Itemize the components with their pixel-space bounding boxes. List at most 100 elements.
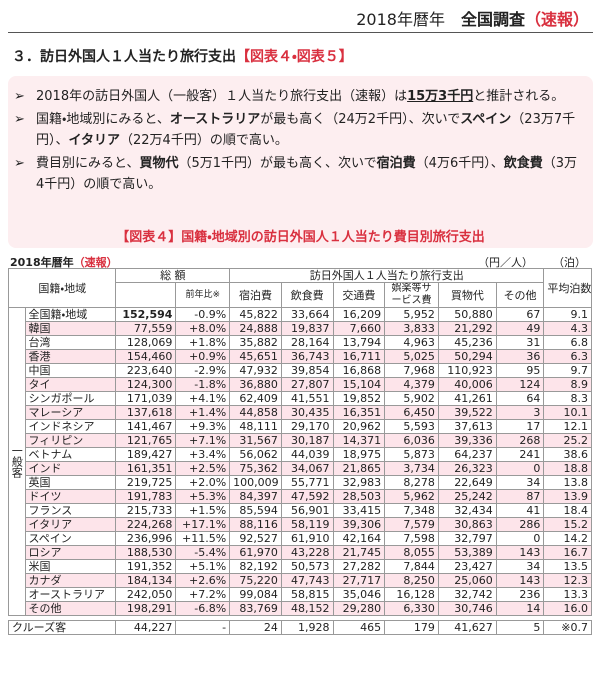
table-cell: 215,733 [115,503,177,518]
table-cell: 100,009 [229,475,282,490]
header-cell: 宿泊費 [229,282,282,308]
table-cell: +17.1% [175,517,231,532]
table-cell: 18.4 [543,503,592,518]
table-cell: ドイツ [24,489,117,504]
table-cell: 16,209 [332,307,386,322]
table-cell: 8,250 [384,573,439,588]
table-cell: 13.8 [543,475,592,490]
table-cell: 4,963 [384,335,439,350]
table-cell: マレーシア [24,405,117,420]
table-cell: 4.3 [543,321,592,336]
table-cell: 224,268 [115,517,177,532]
table-cell: 19,837 [280,321,334,336]
section-ref: 【図表４・図表５】 [236,49,353,65]
table-cell: 1,928 [280,620,334,635]
table-row: 台湾 128,069 +1.8% 35,882 28,164 13,794 4,963 45,… [9,335,592,350]
table-cell: +8.0% [175,321,231,336]
table-cell: +5.3% [175,489,231,504]
table-cell: 56,062 [229,447,282,462]
table-cell: ベトナム [24,447,117,462]
table-row: ベトナム 189,427 +3.4% 56,062 44,039 18,975 5,873 6… [9,447,592,462]
table-cell: 75,220 [229,573,282,588]
table-cell: 188,530 [115,545,177,560]
table-cell: 32,983 [332,475,386,490]
table-cell: 61,910 [280,531,334,546]
table-cell: 33,664 [280,307,334,322]
table-cell: 7,968 [384,363,439,378]
table-cell: 465 [332,620,386,635]
text: （23万7千円）、 [36,112,576,148]
text: イタリア [68,133,120,148]
table-cell: 25.2 [543,433,592,448]
table-cell: 9.1 [543,307,592,322]
table-cell: 44,858 [229,405,282,420]
text: 宿泊費 [376,156,416,171]
side-label: 一般客 [8,307,26,616]
unit: （円／人） [478,256,533,269]
table-cell: 21,865 [332,461,386,476]
section-title-text: ３．訪日外国人１人当たり旅行支出 [12,49,236,65]
table-cell: 15,104 [332,377,386,392]
table-cell: 50,573 [280,559,334,574]
table-row: マレーシア 137,618 +1.4% 44,858 30,435 16,351 6,450… [9,405,592,420]
table-row: 香港 154,460 +0.9% 45,651 36,743 16,711 5,025 50,… [9,349,592,364]
table-cell: 28,503 [332,489,386,504]
table-cell: +1.5% [175,503,231,518]
text: （22万4千円）の順で高い。 [120,133,288,148]
table-row: ドイツ 191,783 +5.3% 84,397 47,592 28,503 5,962 25… [9,489,592,504]
table-cell: 40,006 [437,377,497,392]
table-cell: 56,901 [280,503,334,518]
table-cell: 5 [495,620,545,635]
table-cell: 26,323 [437,461,497,476]
table-cell: 124 [495,377,545,392]
header-cell [115,282,177,308]
bullet: 費目別にみると、買物代（5万1千円）が最も高く、次いで宿泊費（4万6千円）、飲食… [14,153,584,195]
table-cell: 88,116 [229,517,282,532]
table-cell: シンガポール [24,391,117,406]
table-title: 【図表４】国籍・地域別の訪日外国人１人当たり費目別旅行支出 [116,230,485,245]
table-cell: 161,351 [115,461,177,476]
table-cell: 6,450 [384,405,439,420]
table-cell: 50,880 [437,307,497,322]
table-cell: 41 [495,503,545,518]
table-cell: 64 [495,391,545,406]
header-period: 2018年暦年 [356,10,445,29]
table-cell: 29,280 [332,601,386,616]
table-cell: 7,348 [384,503,439,518]
table-cell: 7,598 [384,531,439,546]
table-cell: 67 [495,307,545,322]
table-cell: 143 [495,573,545,588]
bullet: 2018年の訪日外国人（一般客）１人当たり旅行支出（速報）は15万3千円と推計さ… [14,86,584,107]
table-cell: 45,651 [229,349,282,364]
table-cell: 30,435 [280,405,334,420]
table-cell: インド [24,461,117,476]
table-cell: 141,467 [115,419,177,434]
table-cell: 25,242 [437,489,497,504]
table-cell: 242,050 [115,587,177,602]
table-cell: 18.8 [543,461,592,476]
text: オーストラリア [169,112,261,127]
table-cell: - [175,620,231,635]
table-row: インド 161,351 +2.5% 75,362 34,067 21,865 3,734 26… [9,461,592,476]
table-cell: 30,746 [437,601,497,616]
table-cell: +1.4% [175,405,231,420]
table-cell: 5,593 [384,419,439,434]
table-cell: 27,717 [332,573,386,588]
table-cell: +11.5% [175,531,231,546]
text: 費目別にみると、 [36,156,140,171]
table-row: 英国 219,725 +2.0% 100,009 55,771 32,983 8,278 22… [9,475,592,490]
table-cell: 84,397 [229,489,282,504]
table-cell: +2.0% [175,475,231,490]
table-cell: 41,261 [437,391,497,406]
table-cell: 223,640 [115,363,177,378]
table-cell: 0 [495,531,545,546]
table-cell: 4,379 [384,377,439,392]
table-cell: 236,996 [115,531,177,546]
table-row: スペイン 236,996 +11.5% 92,527 61,910 42,164 7,598… [9,531,592,546]
table-row: 中国 223,640 -2.9% 47,932 39,854 16,868 7,968 110… [9,363,592,378]
table-cell: 171,039 [115,391,177,406]
table-cell: 39,522 [437,405,497,420]
header-rule [8,32,593,33]
section-title: ３．訪日外国人１人当たり旅行支出【図表４・図表５】 [12,46,353,66]
